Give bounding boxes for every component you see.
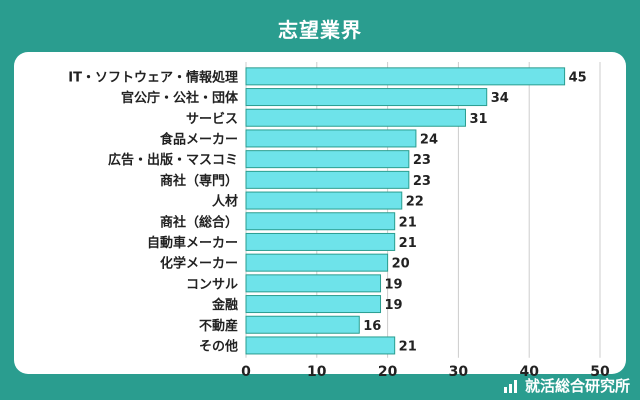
bar — [245, 274, 382, 293]
data-label: 19 — [385, 277, 403, 292]
x-tick-label: 40 — [519, 364, 539, 380]
category-label: 不動産 — [199, 318, 238, 334]
bar — [245, 170, 410, 189]
data-label: 31 — [469, 112, 487, 127]
bar — [245, 67, 566, 86]
bar — [245, 315, 360, 334]
category-label: 食品メーカー — [160, 131, 238, 147]
category-label: 自動車メーカー — [147, 235, 238, 251]
bar — [245, 253, 389, 272]
bar — [245, 108, 466, 127]
bar — [245, 129, 417, 148]
category-label: IT・ソフトウェア・情報処理 — [68, 69, 238, 85]
data-label: 23 — [413, 174, 431, 189]
bar — [245, 191, 403, 210]
category-label: 官公庁・公社・団体 — [121, 90, 239, 106]
bar — [245, 295, 382, 314]
category-label: サービス — [186, 111, 238, 127]
data-label: 21 — [399, 215, 417, 230]
category-label: 商社（総合） — [160, 214, 238, 230]
bar — [245, 88, 488, 107]
x-tick-label: 50 — [590, 364, 610, 380]
x-tick-label: 30 — [449, 364, 469, 380]
data-label: 45 — [569, 70, 587, 85]
x-tick-label: 0 — [241, 364, 251, 380]
chart-title: 志望業界 — [278, 18, 362, 42]
data-label: 34 — [491, 91, 509, 106]
bar — [245, 336, 396, 355]
category-label: 金融 — [211, 297, 238, 313]
bar — [245, 232, 396, 251]
x-tick-label: 10 — [307, 364, 327, 380]
data-label: 21 — [399, 339, 417, 354]
data-label: 20 — [392, 257, 410, 272]
category-label: 化学メーカー — [160, 256, 238, 272]
brand-logo: 就活総合研究所 — [503, 375, 630, 396]
data-label: 24 — [420, 132, 438, 147]
category-label: その他 — [199, 338, 238, 354]
data-label: 19 — [385, 298, 403, 313]
category-label: 商社（専門） — [160, 173, 238, 189]
category-label: 広告・出版・マスコミ — [108, 152, 238, 168]
bar — [245, 150, 410, 169]
data-label: 22 — [406, 195, 424, 210]
data-label: 21 — [399, 236, 417, 251]
x-tick-label: 20 — [378, 364, 398, 380]
bar-chart-icon — [503, 379, 517, 393]
brand-name: 就活総合研究所 — [524, 377, 630, 395]
data-label: 16 — [363, 319, 381, 334]
bar — [245, 212, 396, 231]
data-label: 23 — [413, 153, 431, 168]
category-label: 人材 — [212, 194, 238, 210]
category-label: コンサル — [186, 277, 238, 292]
